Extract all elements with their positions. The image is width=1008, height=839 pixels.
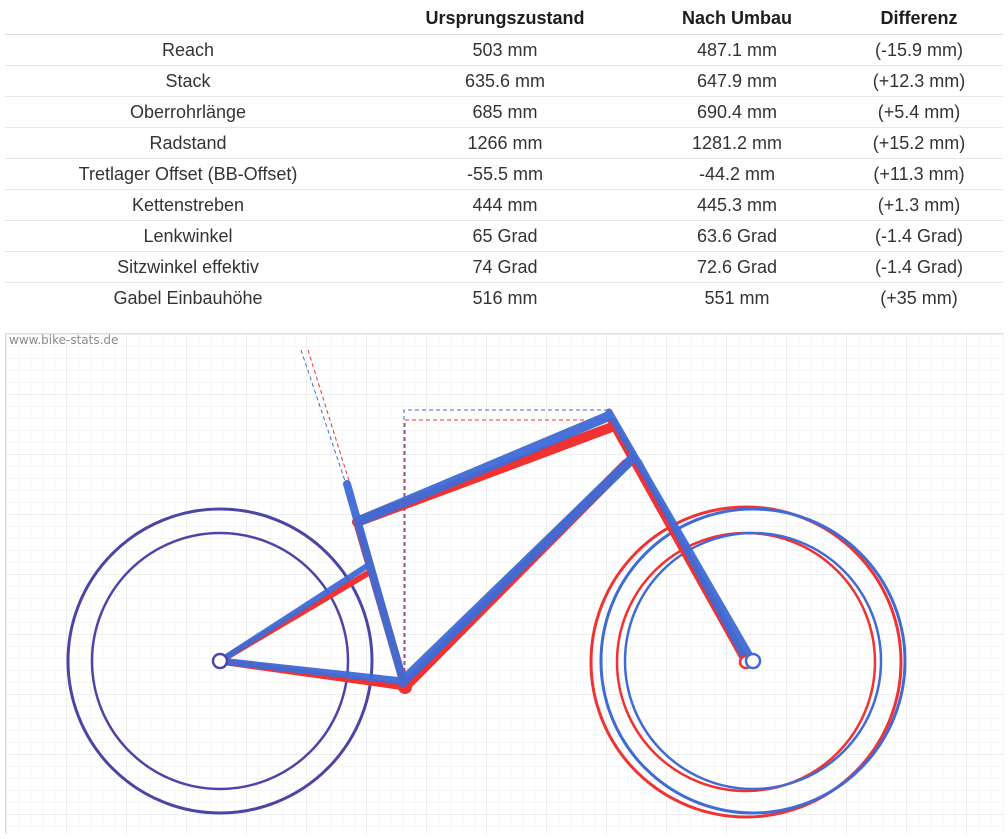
- table-row: Gabel Einbauhöhe 516 mm 551 mm (+35 mm): [5, 283, 1003, 314]
- table-row: Reach 503 mm 487.1 mm (-15.9 mm): [5, 34, 1003, 66]
- row-value-modified: 647.9 mm: [639, 65, 835, 97]
- watermark-text: www.bike-stats.de: [9, 333, 119, 347]
- row-label: Sitzwinkel effektiv: [5, 251, 371, 283]
- row-value-modified: 551 mm: [704, 287, 770, 308]
- frame-original: [216, 408, 757, 687]
- row-value-difference: (+11.3 mm): [835, 158, 1003, 190]
- row-value-original: 74 Grad: [371, 251, 639, 283]
- row-value-original: 65 Grad: [371, 220, 639, 252]
- row-value-original: -55.5 mm: [371, 158, 639, 190]
- geometry-table: Ursprungszustand Nach Umbau Differenz Re…: [5, 3, 1003, 313]
- table-row: Tretlager Offset (BB-Offset) -55.5 mm -44.…: [5, 158, 1003, 190]
- row-label: Tretlager Offset (BB-Offset): [5, 158, 371, 190]
- row-label: Stack: [5, 65, 371, 97]
- row-value-difference: (+5.4 mm): [835, 96, 1003, 128]
- rear-wheel: [66, 507, 374, 815]
- table-row: Radstand 1266 mm 1281.2 mm (+15.2 mm): [5, 127, 1003, 159]
- row-label: Lenkwinkel: [5, 220, 371, 252]
- table-row: Sitzwinkel effektiv 74 Grad 72.6 Grad (-1.4…: [5, 251, 1003, 283]
- row-value-difference: (+1.3 mm): [835, 189, 1003, 221]
- row-label: Radstand: [5, 127, 371, 159]
- row-value-difference: (-15.9 mm): [835, 34, 1003, 66]
- row-label: Oberrohrlänge: [5, 96, 371, 128]
- row-value-difference: (-1.4 Grad): [835, 220, 1003, 252]
- row-value-modified: -44.2 mm: [639, 158, 835, 190]
- row-value-difference: (+35 mm): [880, 287, 958, 308]
- row-value-original: 635.6 mm: [371, 65, 639, 97]
- table-header-row: Ursprungszustand Nach Umbau Differenz: [5, 3, 1003, 35]
- header-original: Ursprungszustand: [371, 3, 639, 35]
- row-value-modified: 1281.2 mm: [639, 127, 835, 159]
- row-value-modified: 690.4 mm: [639, 96, 835, 128]
- reach-stack-guides: [300, 349, 606, 686]
- header-modified: Nach Umbau: [639, 3, 835, 35]
- row-value-difference: (+12.3 mm): [835, 65, 1003, 97]
- table-row: Lenkwinkel 65 Grad 63.6 Grad (-1.4 Grad): [5, 220, 1003, 252]
- bike-geometry-drawing: [5, 333, 1004, 834]
- row-label: Gabel Einbauhöhe: [113, 287, 263, 308]
- row-value-original: 444 mm: [371, 189, 639, 221]
- axles: [211, 652, 762, 670]
- row-value-modified: 72.6 Grad: [639, 251, 835, 283]
- row-value-original: 1266 mm: [371, 127, 639, 159]
- row-label: Reach: [5, 34, 371, 66]
- front-wheel-original: [599, 507, 907, 815]
- row-value-modified: 63.6 Grad: [639, 220, 835, 252]
- row-value-original: 516 mm: [472, 287, 538, 308]
- row-label: Kettenstreben: [5, 189, 371, 221]
- table-row: Kettenstreben 444 mm 445.3 mm (+1.3 mm): [5, 189, 1003, 221]
- row-value-difference: (-1.4 Grad): [835, 251, 1003, 283]
- header-label: [5, 3, 371, 35]
- row-value-difference: (+15.2 mm): [835, 127, 1003, 159]
- table-row: Stack 635.6 mm 647.9 mm (+12.3 mm): [5, 65, 1003, 97]
- row-value-original: 503 mm: [371, 34, 639, 66]
- row-value-modified: 487.1 mm: [639, 34, 835, 66]
- row-value-original: 685 mm: [371, 96, 639, 128]
- table-row: Oberrohrlänge 685 mm 690.4 mm (+5.4 mm): [5, 96, 1003, 128]
- row-value-modified: 445.3 mm: [639, 189, 835, 221]
- header-difference: Differenz: [835, 3, 1003, 35]
- table-body: Reach 503 mm 487.1 mm (-15.9 mm) Stack 635.6 …: [5, 34, 1003, 314]
